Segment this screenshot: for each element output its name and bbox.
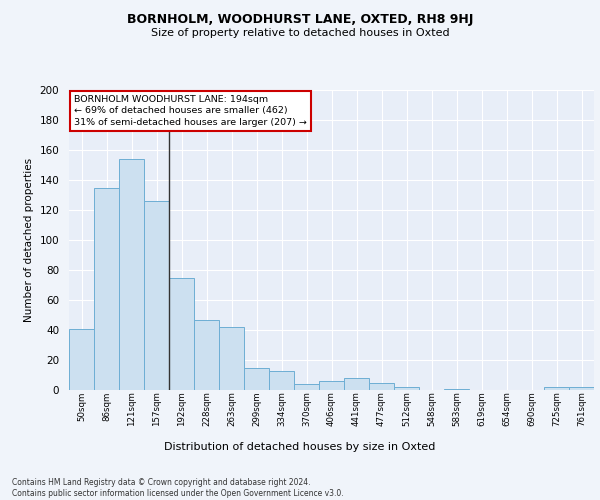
Bar	[369, 382, 394, 390]
Bar	[569, 387, 594, 390]
Text: BORNHOLM, WOODHURST LANE, OXTED, RH8 9HJ: BORNHOLM, WOODHURST LANE, OXTED, RH8 9HJ	[127, 12, 473, 26]
Text: BORNHOLM WOODHURST LANE: 194sqm
← 69% of detached houses are smaller (462)
31% o: BORNHOLM WOODHURST LANE: 194sqm ← 69% of…	[74, 94, 307, 127]
Bar	[394, 387, 419, 390]
Text: Contains HM Land Registry data © Crown copyright and database right 2024.
Contai: Contains HM Land Registry data © Crown c…	[12, 478, 344, 498]
Bar	[294, 384, 319, 390]
Bar	[94, 188, 119, 390]
Bar	[444, 388, 469, 390]
Bar	[119, 159, 144, 390]
Bar	[544, 387, 569, 390]
Bar	[69, 328, 94, 390]
Bar	[344, 378, 369, 390]
Text: Size of property relative to detached houses in Oxted: Size of property relative to detached ho…	[151, 28, 449, 38]
Bar	[144, 201, 169, 390]
Bar	[269, 370, 294, 390]
Text: Distribution of detached houses by size in Oxted: Distribution of detached houses by size …	[164, 442, 436, 452]
Bar	[319, 381, 344, 390]
Bar	[194, 320, 219, 390]
Y-axis label: Number of detached properties: Number of detached properties	[24, 158, 34, 322]
Bar	[219, 327, 244, 390]
Bar	[169, 278, 194, 390]
Bar	[244, 368, 269, 390]
